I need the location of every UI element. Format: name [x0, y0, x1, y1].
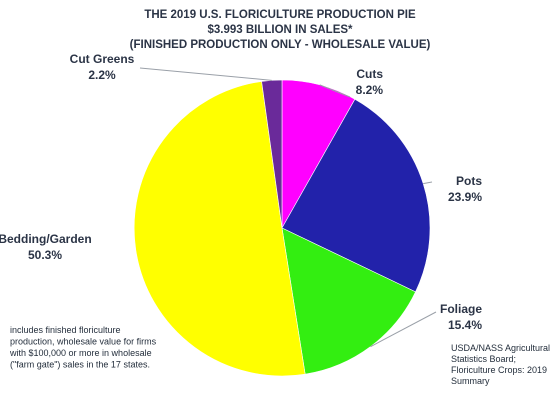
slice-label-bedding-garden: Bedding/Garden: [0, 232, 92, 246]
slice-value-foliage: 15.4%: [448, 318, 482, 332]
pie-slice-cut-greens: [261, 79, 283, 229]
slice-label-cuts: Cuts: [356, 67, 383, 81]
source-line: Statistics Board;: [451, 354, 516, 364]
slice-value-bedding-garden: 50.3%: [28, 248, 62, 262]
chart-title: THE 2019 U.S. FLORICULTURE PRODUCTION PI…: [130, 9, 431, 51]
source-line: Floriculture Crops: 2019: [451, 365, 547, 375]
footnote-line: ("farm gate") sales in the 17 states.: [10, 360, 150, 370]
leader-line-pots: [423, 181, 433, 185]
footnote-line: production, wholesale value for firms: [10, 337, 157, 347]
pie-slice-foliage: [281, 227, 416, 375]
pie-slices: [133, 79, 431, 377]
footnote-line: includes finished floriculture: [10, 325, 121, 335]
leader-line-cuts: [319, 84, 351, 98]
source-line: Summary: [451, 376, 490, 386]
leader-line-cut-greens: [139, 67, 272, 81]
title-line: $3.993 BILLION IN SALES*: [207, 24, 353, 36]
source-line: USDA/NASS Agricultural: [451, 343, 550, 353]
footnote: includes finished floriculture production…: [9, 325, 157, 370]
slice-value-cuts: 8.2%: [356, 83, 384, 97]
slice-label-pots: Pots: [456, 174, 482, 188]
leader-line-foliage: [370, 311, 437, 348]
slice-value-pots: 23.9%: [448, 190, 482, 204]
pie-slice-bedding-garden: [133, 81, 306, 377]
slice-labels: Cuts 8.2% Pots 23.9% Foliage 15.4% Bedding/Gar…: [0, 52, 482, 332]
slice-label-foliage: Foliage: [440, 302, 482, 316]
footnote-line: with $100,000 or more in wholesale: [9, 348, 152, 358]
slice-value-cut-greens: 2.2%: [88, 68, 116, 82]
title-line: (FINISHED PRODUCTION ONLY - WHOLESALE VA…: [130, 39, 431, 51]
leader-lines: [139, 67, 437, 348]
slice-label-cut-greens: Cut Greens: [70, 52, 135, 66]
title-line: THE 2019 U.S. FLORICULTURE PRODUCTION PI…: [144, 9, 416, 21]
